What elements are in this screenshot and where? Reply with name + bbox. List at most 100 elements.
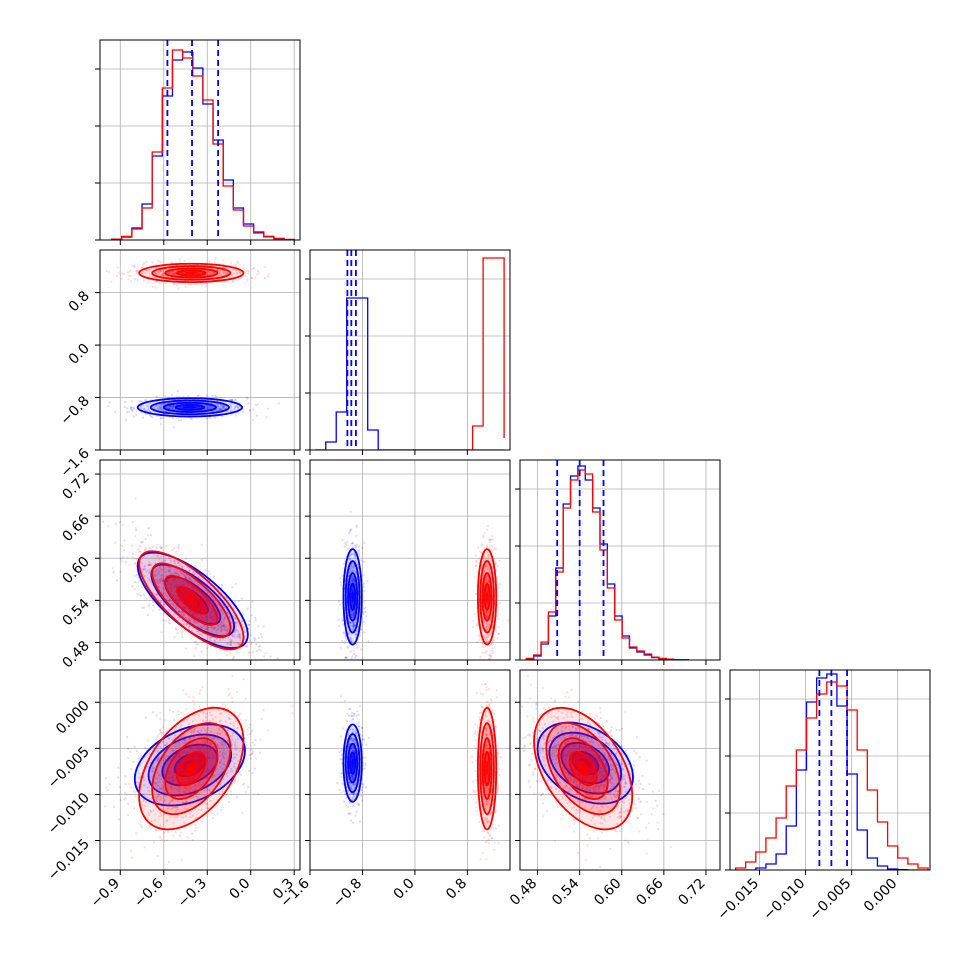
sample-point [481, 543, 484, 546]
sample-point [229, 640, 233, 644]
sample-point [220, 808, 223, 811]
sample-point [221, 622, 224, 625]
sample-point [212, 610, 215, 613]
sample-point [212, 575, 215, 578]
sample-point [206, 406, 209, 409]
sample-point [219, 407, 222, 411]
sample-point [221, 405, 225, 408]
sample-point [180, 633, 183, 636]
sample-point [168, 569, 171, 572]
sample-point [173, 559, 176, 563]
sample-point [149, 548, 152, 551]
histogram-series_b [315, 257, 505, 450]
sample-point [364, 610, 367, 614]
sample-point [135, 573, 138, 577]
sample-point [250, 642, 253, 646]
sample-point [143, 567, 146, 570]
sample-point [200, 650, 203, 653]
sample-point [152, 841, 156, 844]
sample-point [237, 610, 240, 613]
sample-point [246, 644, 249, 648]
sample-point [213, 409, 216, 412]
sample-point [208, 260, 211, 263]
sample-point [173, 578, 176, 581]
sample-point [233, 406, 237, 409]
sample-point [232, 268, 235, 271]
sample-point [233, 779, 237, 782]
sample-point [221, 703, 224, 706]
sample-point [135, 269, 138, 273]
sample-point [162, 611, 166, 614]
sample-point [242, 266, 245, 269]
sample-point [174, 598, 178, 601]
sample-point [155, 738, 158, 741]
sample-point [185, 708, 188, 711]
sample-point [207, 406, 210, 409]
sample-point [142, 280, 145, 283]
sample-point [221, 415, 224, 418]
x-tick-label: −0.015 [714, 876, 762, 924]
sample-point [132, 406, 135, 409]
sample-point [221, 637, 225, 641]
sample-point [147, 275, 151, 278]
sample-point [131, 856, 134, 859]
sample-point [157, 579, 160, 582]
density-fill-series_b [184, 271, 198, 275]
sample-point [236, 651, 239, 654]
sample-point [257, 661, 259, 663]
sample-point [145, 546, 148, 549]
sample-point [173, 636, 176, 639]
sample-point [200, 543, 203, 546]
sample-point [164, 570, 167, 573]
sample-point [367, 640, 370, 643]
sample-point [229, 406, 232, 409]
sample-point [360, 648, 363, 651]
sample-point [181, 565, 184, 569]
sample-point [174, 583, 177, 586]
sample-point [107, 525, 110, 528]
sample-point [180, 711, 183, 714]
sample-point [167, 582, 170, 585]
sample-point [483, 532, 486, 535]
sample-point [254, 404, 257, 407]
sample-point [188, 616, 191, 620]
sample-point [152, 604, 155, 607]
sample-point [166, 594, 169, 598]
sample-point [159, 405, 162, 408]
sample-point [217, 627, 220, 630]
sample-point [233, 711, 237, 714]
sample-point [156, 581, 159, 584]
sample-point [197, 394, 200, 397]
sample-point [143, 407, 146, 410]
sample-point [228, 398, 231, 401]
sample-point [361, 574, 365, 577]
sample-point [190, 832, 194, 835]
contour-series_b [176, 269, 207, 277]
sample-point [179, 572, 182, 575]
sample-point [155, 570, 158, 573]
sample-point [140, 594, 143, 597]
sample-point [497, 632, 500, 635]
sample-point [363, 600, 366, 603]
sample-point [193, 612, 196, 615]
sample-point [245, 645, 248, 648]
sample-point [133, 807, 136, 810]
sample-point [205, 405, 208, 408]
sample-point [235, 625, 238, 628]
sample-point [221, 404, 225, 407]
sample-point [207, 627, 210, 631]
sample-point [189, 283, 193, 286]
sample-point [210, 625, 213, 629]
sample-point [120, 272, 123, 275]
sample-point [148, 563, 151, 567]
sample-point [246, 607, 249, 610]
sample-point [191, 838, 194, 842]
sample-point [200, 627, 203, 630]
sample-point [141, 416, 145, 419]
sample-point [255, 642, 258, 646]
sample-point [168, 271, 171, 274]
sample-point [138, 550, 141, 553]
sample-point [339, 577, 342, 580]
x-tick-label: −0.6 [131, 875, 166, 910]
sample-point [229, 410, 233, 413]
